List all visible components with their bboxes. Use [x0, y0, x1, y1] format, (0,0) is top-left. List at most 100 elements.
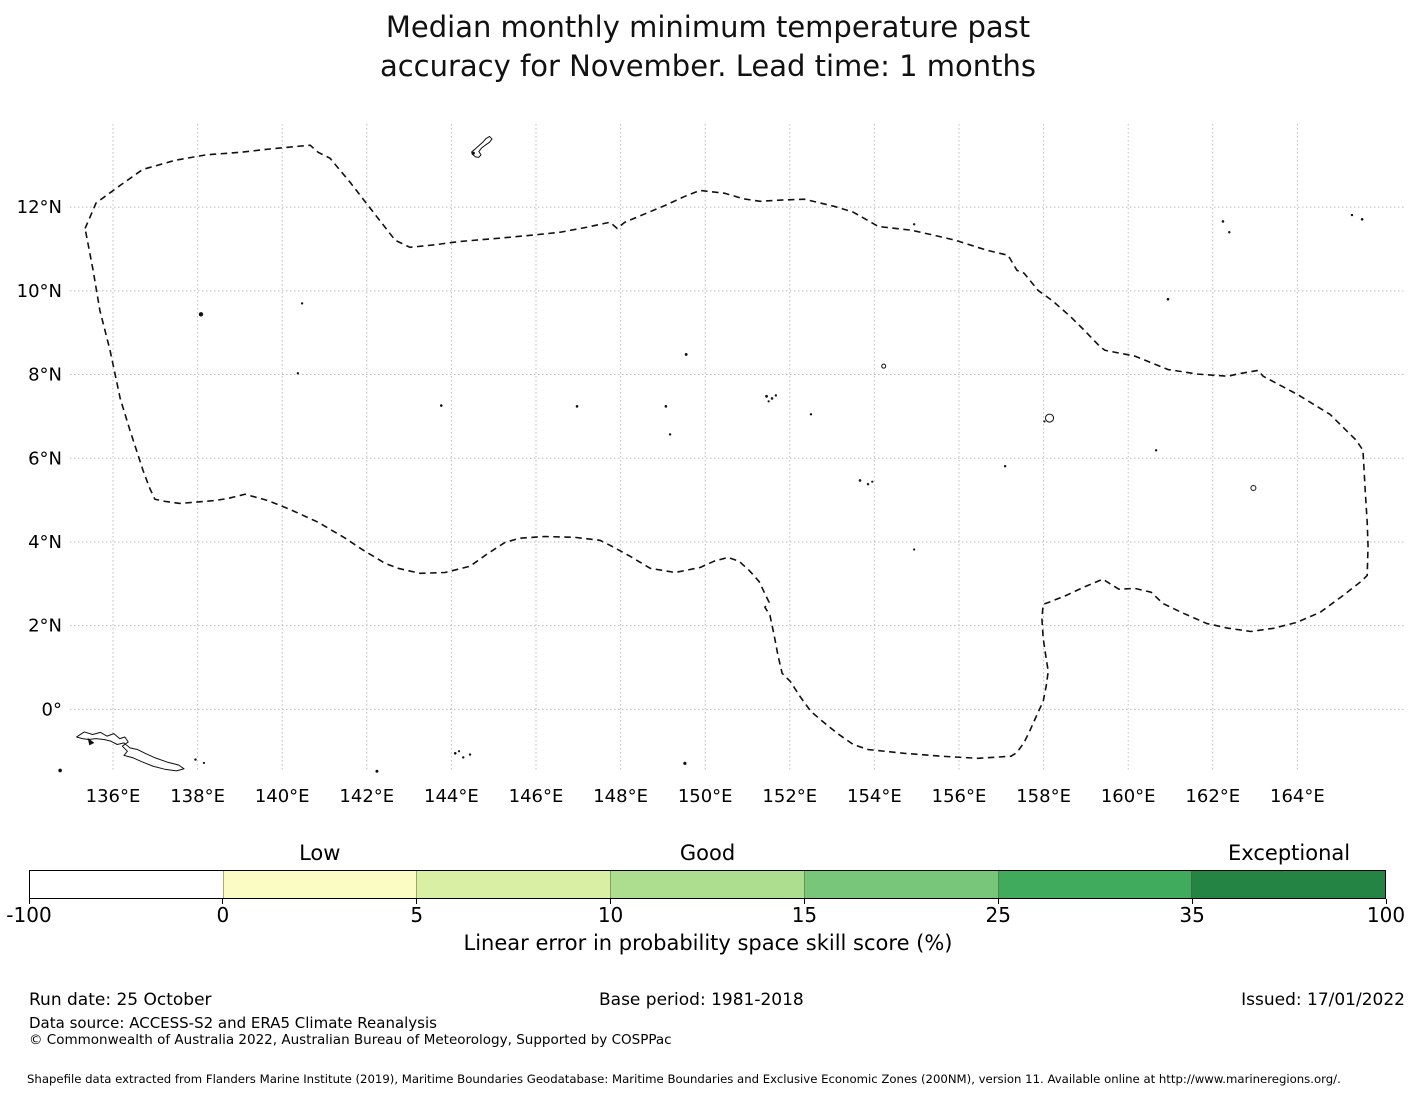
colorbar-segment-15-to-25	[803, 871, 998, 898]
small-island-dot	[683, 761, 687, 765]
issued-date-text: Issued: 17/01/2022	[1241, 990, 1405, 1010]
lon-tick-label: 140°E	[255, 786, 310, 807]
lat-tick-label: 12°N	[17, 197, 62, 218]
lon-tick-label: 142°E	[339, 786, 394, 807]
small-island-dot	[858, 479, 862, 482]
small-island-dot	[300, 302, 304, 305]
lon-tick-label: 138°E	[170, 786, 225, 807]
title-line-2: accuracy for November. Lead time: 1 mont…	[379, 49, 1037, 83]
kosrae-island-ring	[1250, 484, 1257, 491]
small-island-dot	[468, 753, 472, 756]
colorbar-category-label-good: Good	[679, 841, 736, 865]
small-island-dot	[1166, 297, 1170, 301]
lat-tick-label: 6°N	[28, 448, 62, 469]
colorbar-segment--100-to-0	[30, 871, 223, 898]
eez-boundary-line	[84, 144, 1369, 760]
biak-dark-wedge	[87, 737, 95, 746]
small-island-dot	[202, 761, 206, 765]
small-island-dot	[668, 433, 672, 436]
small-island-dot	[770, 397, 774, 400]
colorbar-tick-label-0: 0	[216, 903, 230, 927]
colorbar-tick-label-15: 15	[791, 903, 818, 927]
shapefile-note-text: Shapefile data extracted from Flanders M…	[27, 1072, 1341, 1086]
lon-tick-label: 154°E	[847, 786, 902, 807]
colorbar-axis-label: Linear error in probability space skill …	[463, 931, 953, 955]
lon-tick-label: 144°E	[424, 786, 479, 807]
lon-tick-label: 158°E	[1016, 786, 1071, 807]
colorbar-tick-label-35: 35	[1179, 903, 1205, 927]
lon-tick-label: 162°E	[1185, 786, 1240, 807]
small-island-dot	[1154, 449, 1158, 452]
colorbar-category-label-low: Low	[299, 841, 341, 865]
small-island-dot	[1221, 220, 1225, 223]
data-source-text: Data source: ACCESS-S2 and ERA5 Climate …	[29, 1014, 437, 1032]
colorbar-tick-label-10: 10	[597, 903, 624, 927]
colorbar-tick	[997, 899, 999, 904]
small-island-dot	[471, 151, 475, 155]
small-island-dot	[194, 758, 197, 761]
copyright-text: © Commonwealth of Australia 2022, Austra…	[29, 1032, 672, 1048]
small-island-dot	[296, 372, 300, 375]
small-island-dot	[1350, 213, 1354, 217]
small-island-dot	[912, 223, 916, 226]
colorbar-tick-label-100: 100	[1366, 903, 1406, 927]
small-island-dot	[1043, 420, 1046, 423]
colorbar-category-label-exceptional: Exceptional	[1228, 841, 1351, 865]
run-date-text: Run date: 25 October	[29, 990, 212, 1010]
lon-tick-label: 148°E	[593, 786, 648, 807]
colorbar-segment-35-to-100	[1191, 871, 1386, 898]
small-island-dot	[774, 394, 778, 397]
small-island-dot	[439, 404, 443, 407]
small-island-dot	[684, 353, 688, 356]
small-island-dot	[575, 405, 579, 408]
small-island-dot	[809, 413, 813, 416]
colorbar-tick-label--100: -100	[6, 903, 52, 927]
colorbar-tick	[610, 899, 612, 904]
lat-tick-label: 2°N	[28, 616, 62, 637]
map-canvas: 12°N 10°N 8°N 6°N 4°N 2°N 0° 136°E 138°E 140°E 142…	[17, 124, 1406, 807]
oroluk-island-ring	[881, 363, 887, 369]
small-island-dot	[453, 751, 457, 755]
small-island-dot	[866, 482, 870, 486]
pohnpei-island-ring	[1045, 413, 1055, 423]
small-island-dot	[1228, 231, 1231, 234]
small-island-dot	[375, 769, 379, 773]
lon-tick-label: 150°E	[678, 786, 733, 807]
lat-tick-label: 4°N	[28, 532, 62, 553]
small-island-dot	[767, 400, 770, 403]
guam-island-outline	[471, 135, 493, 158]
small-island-dot	[765, 394, 768, 398]
colorbar	[29, 870, 1386, 899]
lon-tick-label: 156°E	[932, 786, 987, 807]
small-island-dot	[1003, 465, 1007, 468]
colorbar-tick	[222, 899, 224, 904]
colorbar-tick	[28, 899, 30, 904]
colorbar-tick	[1385, 899, 1387, 904]
lat-tick-label: 8°N	[28, 365, 62, 386]
lon-tick-label: 160°E	[1101, 786, 1156, 807]
lon-tick-label: 136°E	[86, 786, 141, 807]
small-island-dot	[1360, 217, 1364, 221]
lon-tick-label: 164°E	[1270, 786, 1325, 807]
lat-tick-label: 0°	[42, 699, 62, 720]
lon-tick-label: 146°E	[509, 786, 564, 807]
colorbar-tick	[803, 899, 805, 904]
biak-yapen-coast-island-outline	[76, 731, 185, 772]
colorbar-segment-5-to-10	[416, 871, 611, 898]
colorbar-tick	[1191, 899, 1193, 904]
small-island-dot	[664, 405, 668, 408]
colorbar-tick-label-25: 25	[985, 903, 1012, 927]
small-island-dot	[913, 548, 916, 551]
colorbar-segment-25-to-35	[997, 871, 1192, 898]
colorbar-segment-10-to-15	[610, 871, 804, 898]
small-island-dot	[457, 750, 461, 753]
figure-title: Median monthly minimum temperature past …	[0, 8, 1416, 86]
colorbar-segment-0-to-5	[222, 871, 417, 898]
base-period-text: Base period: 1981-2018	[599, 990, 804, 1010]
small-island-dot	[58, 768, 62, 773]
lat-tick-label: 10°N	[17, 281, 62, 302]
small-island-dot	[871, 480, 874, 483]
colorbar-tick	[416, 899, 418, 904]
colorbar-tick-label-5: 5	[410, 903, 424, 927]
